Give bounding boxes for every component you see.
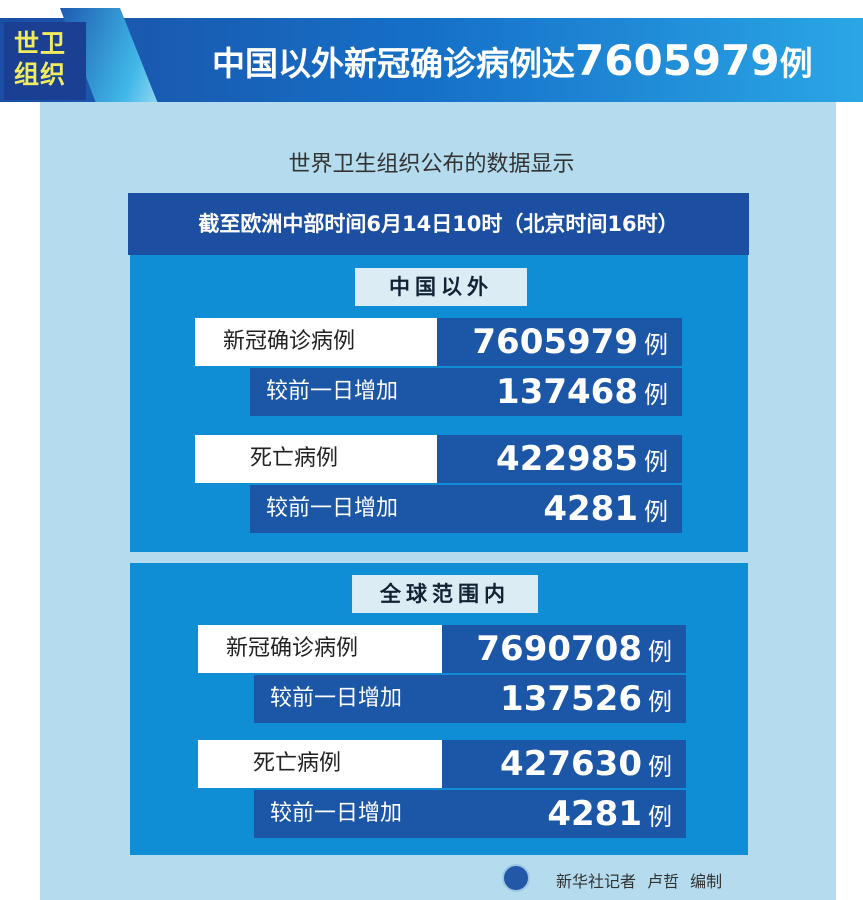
xinhua-logo-icon [502,864,530,892]
row-value: 4281 例 [442,790,686,838]
row-value: 137526 例 [442,675,686,723]
row-label: 新冠确诊病例 [195,318,437,366]
value-number: 7605979 [472,322,638,362]
value-unit: 例 [644,448,668,476]
value-unit: 例 [644,498,668,526]
row-label: 较前一日增加 [254,675,444,723]
section-title: 全球范围内 [352,575,538,613]
row-value: 422985 例 [437,435,682,483]
title-suffix: 例 [779,44,813,83]
value-number: 4281 [547,794,642,834]
row-value: 137468 例 [437,368,682,416]
row-label: 死亡病例 [195,435,437,483]
value-unit: 例 [644,331,668,359]
value-number: 427630 [500,744,642,784]
title-prefix: 中国以外新冠确诊病例达 [212,44,575,83]
value-number: 137468 [496,372,638,412]
value-number: 7690708 [476,629,642,669]
row-label: 较前一日增加 [250,368,440,416]
row-label: 较前一日增加 [250,485,440,533]
value-number: 4281 [543,489,638,529]
row-value: 427630 例 [442,740,686,788]
value-unit: 例 [648,803,672,831]
page-title: 中国以外新冠确诊病例达7605979例 [212,36,813,85]
row-value: 4281 例 [437,485,682,533]
value-unit: 例 [648,638,672,666]
value-unit: 例 [648,753,672,781]
badge-line-1: 世卫 [14,29,67,58]
row-label: 新冠确诊病例 [198,625,442,673]
row-label: 死亡病例 [198,740,442,788]
badge-line-2: 组织 [14,60,67,89]
section-title: 中国以外 [355,268,527,306]
value-unit: 例 [644,381,668,409]
subtitle: 世界卫生组织公布的数据显示 [288,152,575,177]
who-badge: 世卫 组织 [4,22,86,100]
row-value: 7690708 例 [442,625,686,673]
value-number: 137526 [500,679,642,719]
row-value: 7605979 例 [437,318,682,366]
title-number: 7605979 [575,36,780,85]
row-label: 较前一日增加 [254,790,444,838]
date-line: 截至欧洲中部时间6月14日10时（北京时间16时） [128,193,749,255]
credit-line: 新华社记者 卢哲 编制 [556,872,723,891]
value-number: 422985 [496,439,638,479]
value-unit: 例 [648,688,672,716]
